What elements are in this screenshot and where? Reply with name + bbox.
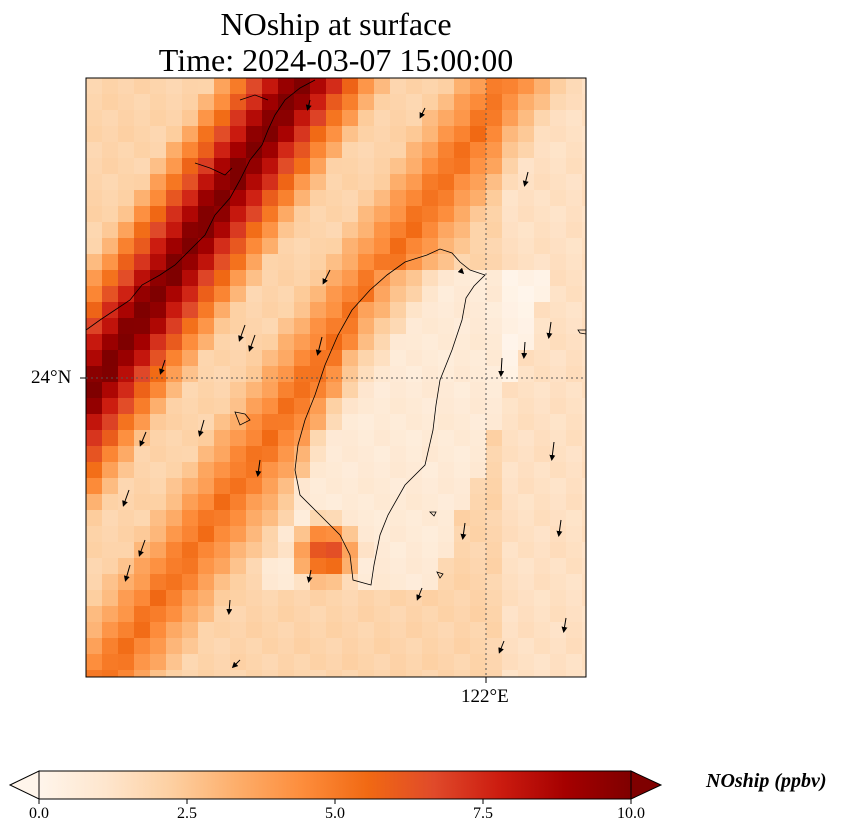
wind-arrow [226, 599, 233, 615]
colorbar-tick-label: 10.0 [617, 805, 645, 822]
wind-arrow [561, 617, 568, 633]
wind-arrow [460, 522, 467, 540]
wind-vectors [122, 99, 568, 669]
lat-tick-label: 24°N [31, 367, 72, 388]
wind-arrow [305, 99, 312, 111]
colorbar-tick-label: 2.5 [177, 805, 197, 822]
wind-arrow [498, 357, 505, 377]
wind-arrow [546, 321, 553, 339]
wind-arrow [255, 459, 262, 477]
coastline [86, 79, 586, 586]
wind-arrow [248, 334, 256, 352]
wind-arrow [457, 267, 465, 275]
colorbar-tick-label: 5.0 [325, 805, 345, 822]
wind-arrow [159, 359, 166, 375]
wind-arrow [522, 171, 529, 187]
colorbar-title: NOship (ppbv) [706, 770, 827, 792]
wind-arrow [139, 431, 147, 447]
wind-arrow [556, 519, 563, 537]
colorbar-extend-max [630, 770, 663, 800]
wind-arrow [123, 564, 131, 582]
colorbar-extend-min [8, 770, 40, 800]
map-title: NOship at surface [220, 6, 452, 42]
wind-arrow [315, 336, 323, 356]
map-time: Time: 2024-03-07 15:00:00 [158, 42, 514, 78]
wind-arrow [138, 539, 146, 557]
wind-arrow [521, 341, 528, 359]
wind-arrow [122, 489, 130, 507]
wind-arrow [322, 269, 331, 285]
wind-arrow [549, 441, 556, 461]
colorbar-gradient [38, 770, 632, 800]
wind-arrow [498, 640, 505, 654]
colorbar-tick-label: 0.0 [29, 805, 49, 822]
colorbar-tick-label: 7.5 [473, 805, 493, 822]
wind-arrow [231, 659, 241, 669]
wind-arrow [306, 569, 313, 583]
wind-arrow [197, 419, 205, 437]
wind-arrow [419, 107, 426, 119]
wind-arrow [416, 587, 423, 601]
wind-arrow [238, 324, 246, 342]
lon-tick-label: 122°E [461, 686, 509, 707]
